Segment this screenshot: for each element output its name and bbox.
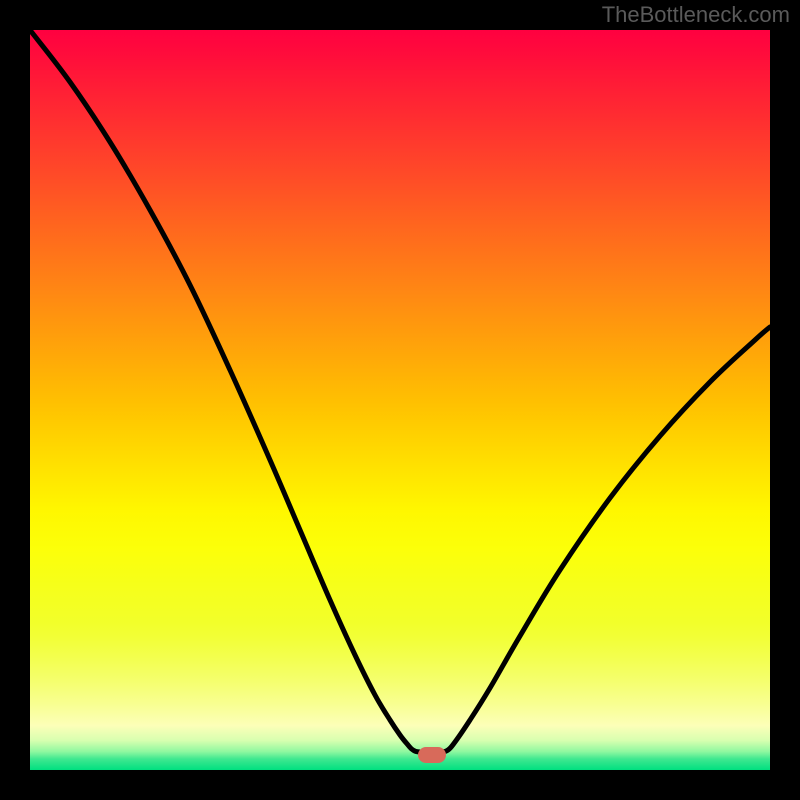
plot-background [30, 30, 770, 770]
chart-svg [0, 0, 800, 800]
chart-container: TheBottleneck.com [0, 0, 800, 800]
bottleneck-marker [418, 747, 446, 763]
watermark-text: TheBottleneck.com [602, 2, 790, 28]
